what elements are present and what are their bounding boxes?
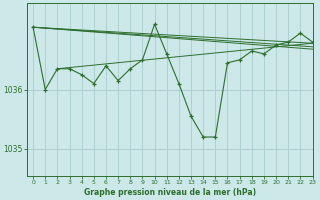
- X-axis label: Graphe pression niveau de la mer (hPa): Graphe pression niveau de la mer (hPa): [84, 188, 256, 197]
